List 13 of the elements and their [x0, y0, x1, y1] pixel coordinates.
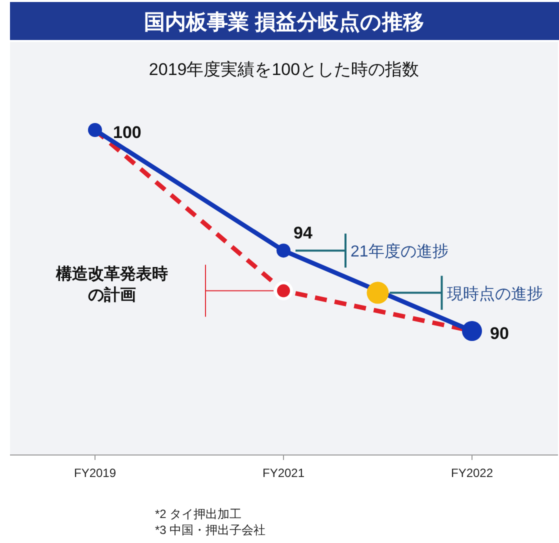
- x-tick-label: FY2021: [262, 466, 305, 480]
- chart-subtitle: 2019年度実績を100とした時の指数: [148, 60, 420, 79]
- data-label: 94: [294, 224, 313, 243]
- annotation: 21年度の進捗: [350, 242, 448, 261]
- text: *3 中国・押出子会社: [155, 523, 266, 537]
- x-tick-label: FY2022: [450, 466, 494, 480]
- x-tick-label: FY2019: [74, 466, 116, 480]
- chart-title: 国内板事業 損益分岐点の推移: [144, 11, 424, 34]
- data-label: 90: [490, 324, 509, 343]
- annotation: 現時点の進捗: [446, 284, 543, 303]
- data-label: 100: [113, 123, 142, 142]
- annotation: 構造改革発表時の計画: [55, 264, 168, 304]
- text: *2 タイ押出加工: [155, 507, 242, 521]
